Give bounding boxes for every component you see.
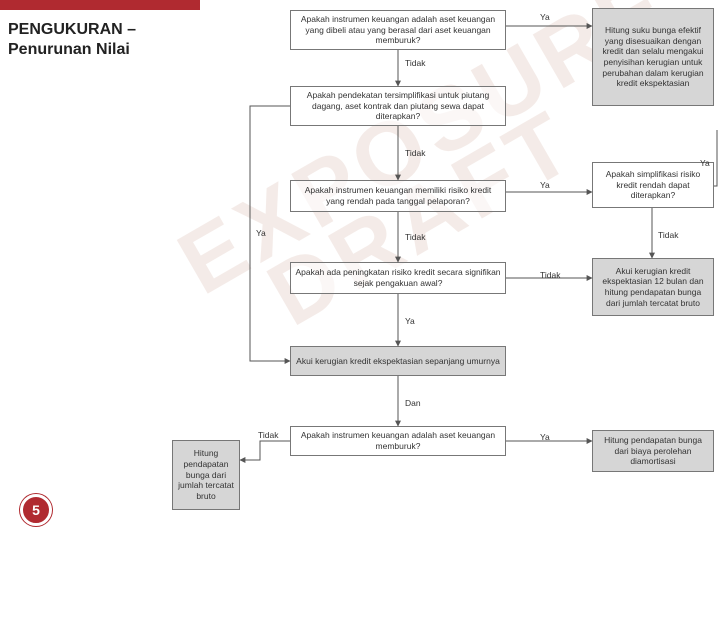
page-number-badge: 5 <box>20 494 52 526</box>
node-q6: Apakah instrumen keuangan adalah aset ke… <box>290 426 506 456</box>
edge-label: Tidak <box>258 430 278 440</box>
edge-label: Tidak <box>405 232 425 242</box>
edge-label: Tidak <box>540 270 560 280</box>
node-q1: Apakah instrumen keuangan adalah aset ke… <box>290 10 506 50</box>
page-number: 5 <box>32 502 40 518</box>
accent-bar <box>0 0 200 10</box>
title-line-2: Penurunan Nilai <box>8 41 130 58</box>
page-title: PENGUKURAN – Penurunan Nilai <box>4 14 180 66</box>
node-a5: Akui kerugian kredit ekspektasian sepanj… <box>290 346 506 376</box>
edge-label: Tidak <box>405 58 425 68</box>
edge-label: Tidak <box>405 148 425 158</box>
node-r4: Akui kerugian kredit ekspektasian 12 bul… <box>592 258 714 316</box>
node-q2: Apakah pendekatan tersimplifikasi untuk … <box>290 86 506 126</box>
title-line-1: PENGUKURAN – <box>8 21 136 38</box>
edge-label: Ya <box>540 432 550 442</box>
edge-label: Ya <box>540 12 550 22</box>
edge-label: Ya <box>405 316 415 326</box>
edge-label: Ya <box>256 228 266 238</box>
edge-label: Ya <box>540 180 550 190</box>
node-q4: Apakah ada peningkatan risiko kredit sec… <box>290 262 506 294</box>
node-r6a: Hitung pendapatan bunga dari jumlah terc… <box>172 440 240 510</box>
node-r6b: Hitung pendapatan bunga dari biaya perol… <box>592 430 714 472</box>
node-r1: Hitung suku bunga efektif yang disesuaik… <box>592 8 714 106</box>
edge-label: Tidak <box>658 230 678 240</box>
edge-label: Dan <box>405 398 421 408</box>
node-q3: Apakah instrumen keuangan memiliki risik… <box>290 180 506 212</box>
edge-label: Ya <box>700 158 710 168</box>
node-r3: Apakah simplifikasi risiko kredit rendah… <box>592 162 714 208</box>
